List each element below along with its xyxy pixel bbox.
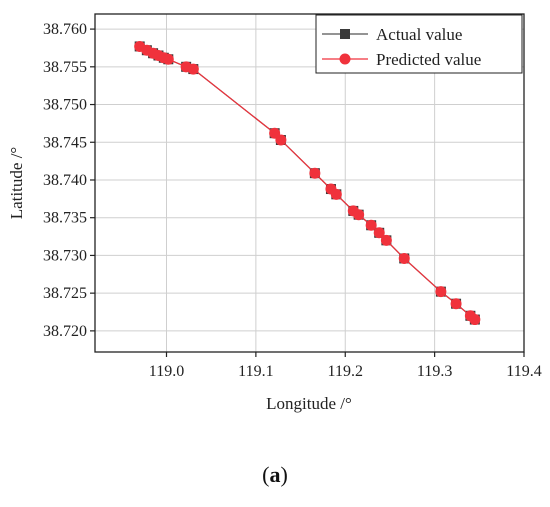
legend-label-actual: Actual value bbox=[376, 25, 462, 44]
y-tick-label: 38.720 bbox=[43, 323, 87, 340]
caption-label: a bbox=[269, 462, 281, 487]
predicted-point bbox=[435, 286, 447, 298]
figure-caption: (a) bbox=[0, 462, 550, 488]
y-tick-label: 38.740 bbox=[43, 172, 87, 189]
predicted-point bbox=[398, 252, 410, 264]
legend-box bbox=[315, 14, 523, 74]
predicted-point bbox=[187, 63, 199, 75]
series-line-predicted bbox=[139, 45, 476, 321]
predicted-point bbox=[469, 314, 481, 326]
predicted-point bbox=[450, 298, 462, 310]
predicted-point bbox=[380, 234, 392, 246]
x-tick-label: 119.0 bbox=[149, 363, 184, 380]
y-tick-label: 38.730 bbox=[43, 247, 87, 264]
plot-frame bbox=[94, 13, 525, 353]
axis-ticks: 119.0 119.1 119.2 119.3 119.4 38.720 38.725 38.… bbox=[43, 21, 542, 380]
predicted-point bbox=[162, 53, 174, 65]
y-tick-label: 38.745 bbox=[43, 134, 87, 151]
y-tick-label: 38.750 bbox=[43, 97, 87, 114]
legend: Actual value Predicted value bbox=[315, 14, 523, 74]
x-axis-title: Longitude /° bbox=[266, 394, 352, 413]
predicted-point bbox=[309, 167, 321, 179]
predicted-point bbox=[330, 188, 342, 200]
predicted-point bbox=[365, 219, 377, 231]
series-line-actual bbox=[139, 45, 476, 321]
legend-marker-actual bbox=[340, 29, 350, 39]
y-tick-label: 38.760 bbox=[43, 21, 87, 38]
y-tick-label: 38.735 bbox=[43, 210, 87, 227]
y-axis-title: Latitude /° bbox=[7, 147, 26, 219]
legend-marker-predicted bbox=[339, 53, 351, 65]
caption-close-paren: ) bbox=[280, 462, 288, 487]
predicted-point bbox=[275, 134, 287, 146]
x-tick-label: 119.4 bbox=[506, 363, 541, 380]
series-layer bbox=[134, 40, 481, 326]
x-tick-label: 119.2 bbox=[328, 363, 363, 380]
caption-open-paren: ( bbox=[262, 462, 270, 487]
predicted-point bbox=[373, 227, 385, 239]
x-tick-label: 119.1 bbox=[238, 363, 273, 380]
x-tick-label: 119.3 bbox=[417, 363, 452, 380]
legend-label-predicted: Predicted value bbox=[376, 50, 481, 69]
y-tick-label: 38.725 bbox=[43, 285, 87, 302]
y-tick-label: 38.755 bbox=[43, 59, 87, 76]
predicted-point bbox=[353, 209, 365, 221]
